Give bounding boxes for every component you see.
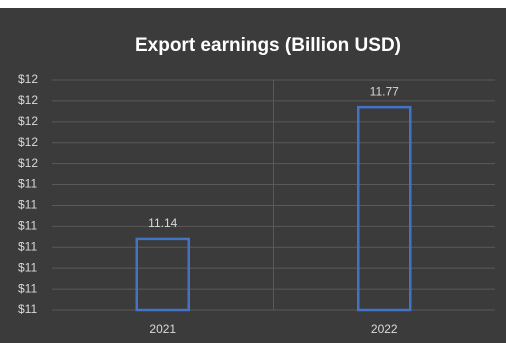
y-tick-label: $12 xyxy=(18,93,38,107)
chart-title: Export earnings (Billion USD) xyxy=(135,35,401,56)
y-tick-label: $11 xyxy=(18,281,37,295)
bar xyxy=(357,105,412,312)
bar xyxy=(135,237,190,312)
y-tick-label: $12 xyxy=(18,114,38,128)
y-tick-label: $12 xyxy=(18,72,38,86)
y-tick-label: $12 xyxy=(18,156,38,170)
data-label: 11.77 xyxy=(370,84,399,98)
chart-background xyxy=(0,8,506,343)
y-tick-label: $11 xyxy=(18,260,37,274)
y-tick-label: $11 xyxy=(18,219,37,233)
y-tick-label: $11 xyxy=(18,239,37,253)
y-tick-label: $11 xyxy=(18,177,37,191)
y-tick-label: $11 xyxy=(18,302,37,316)
y-tick-label: $12 xyxy=(18,135,38,149)
x-tick-label: 2021 xyxy=(149,322,176,336)
data-label: 11.14 xyxy=(148,216,177,230)
y-tick-label: $11 xyxy=(18,198,37,212)
x-tick-label: 2022 xyxy=(371,322,398,336)
